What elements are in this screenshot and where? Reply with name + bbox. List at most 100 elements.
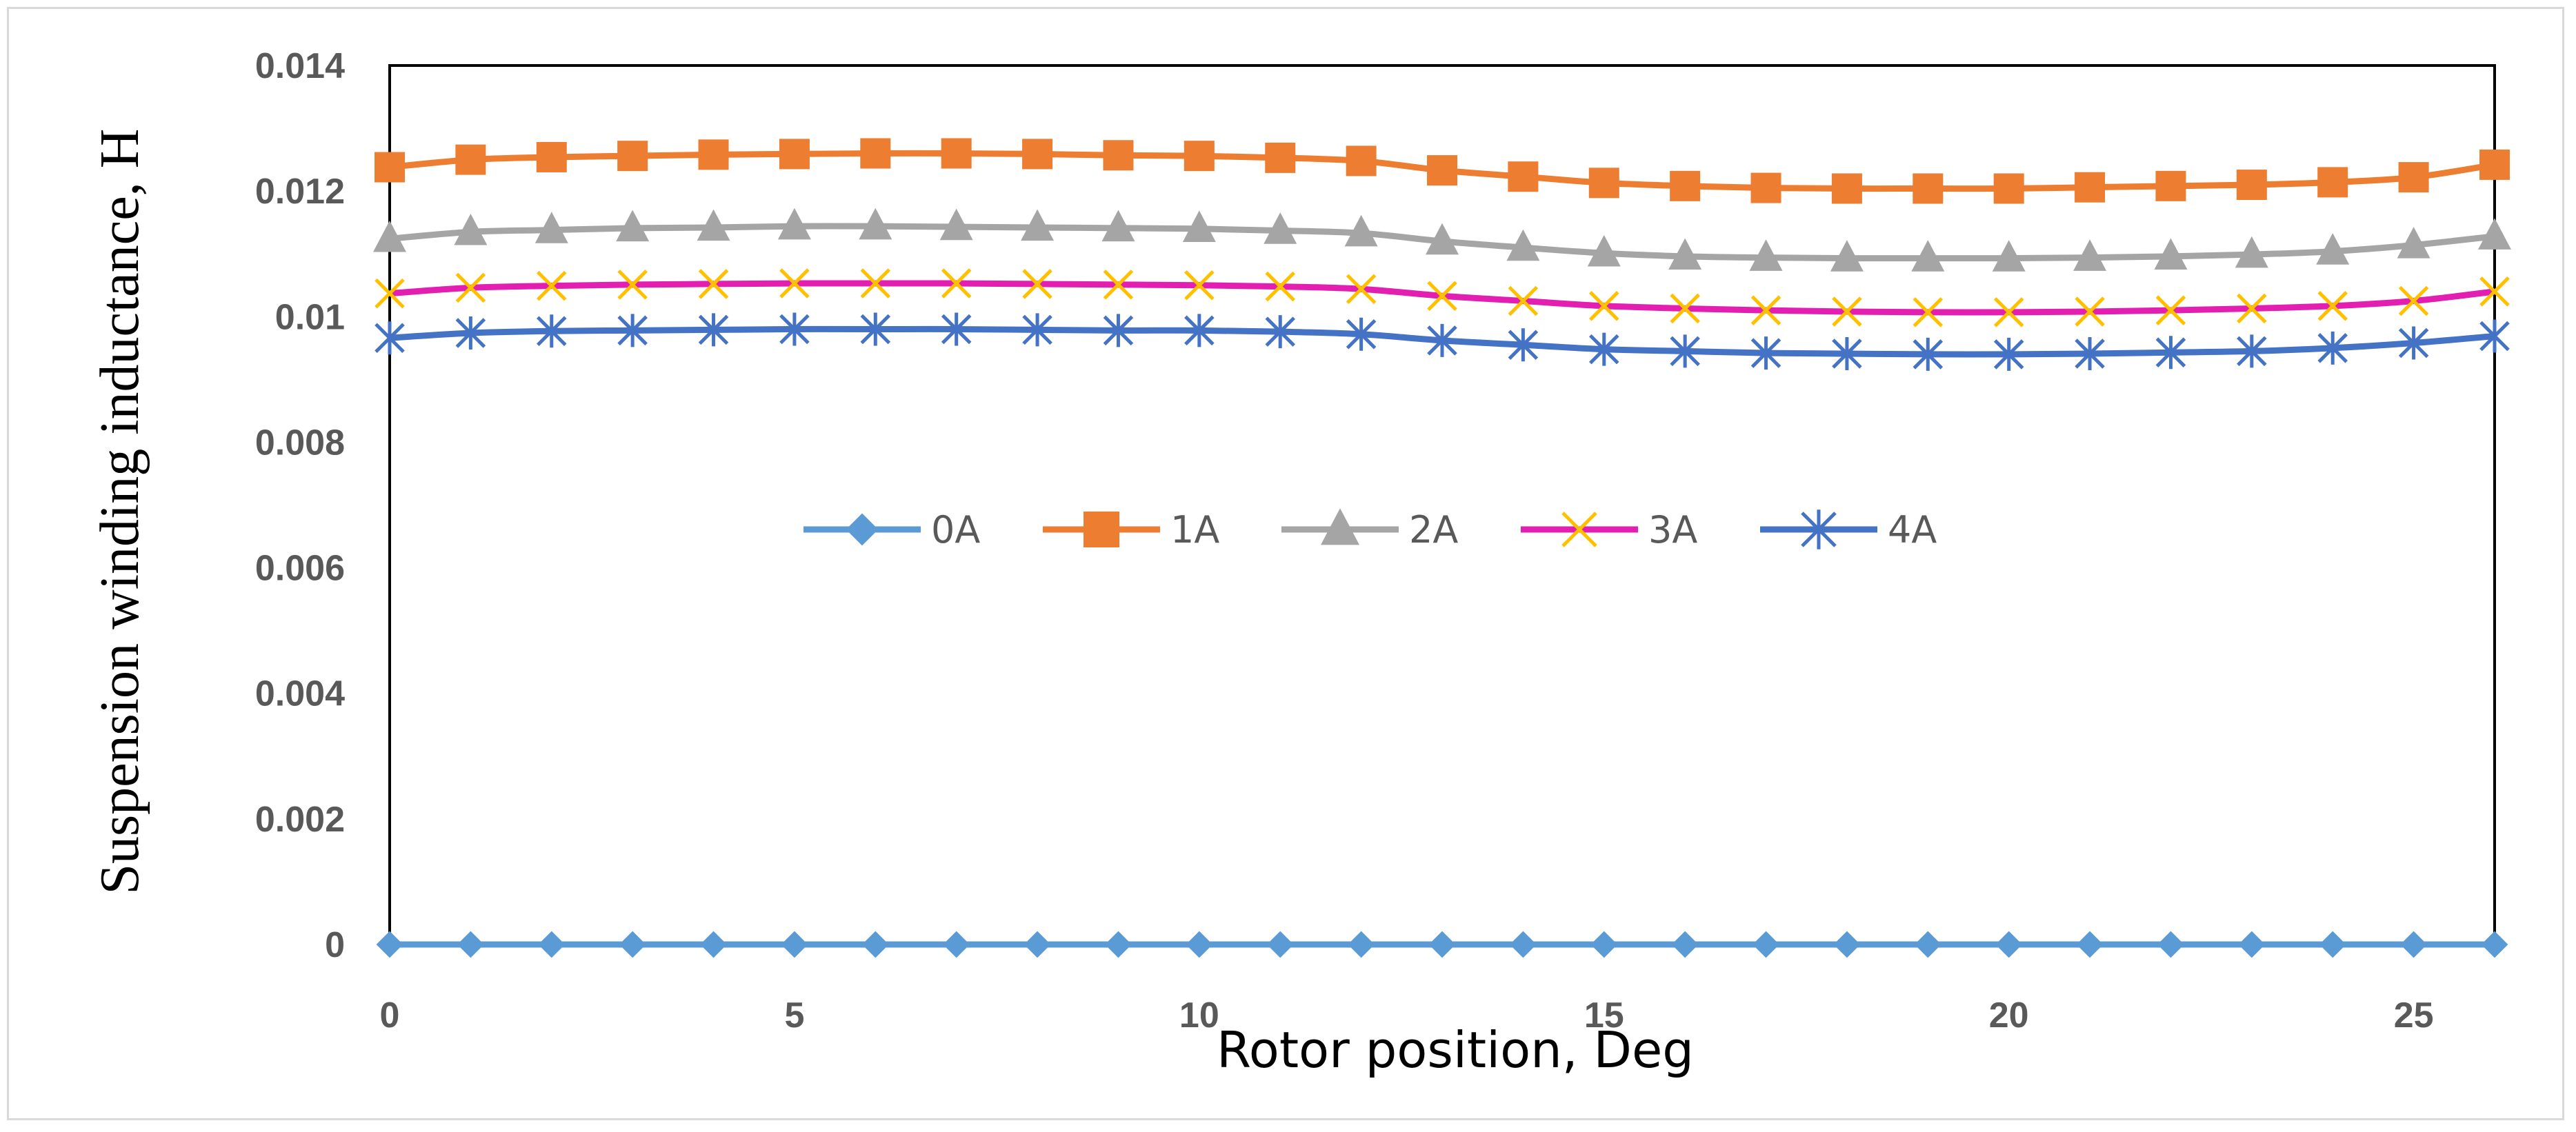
series-0a-point <box>781 931 808 958</box>
series-4a-point <box>1750 336 1781 370</box>
series-4a-point <box>2155 336 2186 370</box>
series-1a-point <box>1022 139 1053 170</box>
series-1a-point <box>1670 170 1701 201</box>
y-tick-label: 0.006 <box>255 549 345 589</box>
legend-item-0a: 0A <box>803 508 980 552</box>
series-2a-point <box>697 209 730 241</box>
legend-label: 0A <box>931 508 980 552</box>
series-0a-point <box>1105 931 1132 958</box>
legend-label: 2A <box>1409 508 1458 552</box>
series-2a-point <box>1830 240 1864 272</box>
series-layer <box>373 138 2511 958</box>
series-0a <box>376 931 2508 958</box>
y-tick-label: 0.002 <box>255 800 345 840</box>
series-3a-point <box>1346 274 1377 304</box>
x-axis-label: Rotor position, Deg <box>1217 1021 1694 1079</box>
series-3a-point <box>779 268 810 299</box>
series-2a-point <box>939 208 973 241</box>
series-3a-point <box>1589 291 1619 321</box>
series-3a-point <box>1022 269 1052 299</box>
series-2a-point <box>2073 239 2107 271</box>
series-0a-point <box>1024 931 1051 958</box>
series-4a-point <box>860 312 891 346</box>
series-1a-point <box>2398 162 2429 193</box>
series-4a-point <box>1993 337 2024 371</box>
series-1a-point <box>1427 155 1457 186</box>
series-0a-point <box>2076 931 2104 958</box>
series-0a-point <box>1914 931 1941 958</box>
series-1a-point <box>1265 142 1296 173</box>
series-0a-point <box>700 931 727 958</box>
y-tick-label: 0 <box>325 925 345 965</box>
series-3a-point <box>2155 295 2186 325</box>
series-0a-point <box>1671 931 1699 958</box>
series-3a-point <box>2237 293 2267 324</box>
legend-marker <box>1321 508 1359 545</box>
series-1a-point <box>941 138 972 169</box>
series-4a-point <box>1670 334 1700 368</box>
x-tick-label: 25 <box>2394 995 2434 1035</box>
series-0a-point <box>1590 931 1618 958</box>
legend-item-3a: 3A <box>1521 508 1697 552</box>
series-0a-point <box>1995 931 2023 958</box>
legend-marker <box>846 513 879 546</box>
x-tick-label: 5 <box>784 995 804 1035</box>
series-4a-point <box>617 314 648 347</box>
series-3a-point <box>1670 293 1700 324</box>
series-0a-point <box>376 931 403 958</box>
series-2a-point <box>2235 236 2268 268</box>
series-2a-point <box>2478 218 2511 250</box>
series-1a-point <box>1993 173 2024 204</box>
legend-label: 1A <box>1170 508 1219 552</box>
series-2a-point <box>1426 223 1459 255</box>
series-4a-point <box>779 312 810 346</box>
series-3a-point <box>1184 270 1215 301</box>
series-2a-point <box>1101 210 1135 242</box>
series-3a-point <box>1427 281 1457 311</box>
series-2a-point <box>1749 239 1783 271</box>
series-2a-point <box>1021 209 1055 241</box>
series-3a-point <box>617 270 648 300</box>
series-3a-point <box>455 272 486 303</box>
series-4a-point <box>1589 332 1619 366</box>
series-3a-point <box>860 268 891 299</box>
series-1a-point <box>455 144 486 175</box>
series-2a-point <box>1911 240 1945 272</box>
series-0a-point <box>538 931 566 958</box>
series-1a-point <box>1184 141 1215 172</box>
y-tick-label: 0.004 <box>255 674 345 714</box>
series-4a-point <box>537 314 567 348</box>
series-4a-point <box>2398 326 2429 360</box>
series-1a-point <box>1913 173 1944 204</box>
series-1a <box>375 138 2510 204</box>
series-0a-point <box>943 931 970 958</box>
series-4a-point <box>1346 317 1377 351</box>
legend-label: 4A <box>1888 508 1937 552</box>
series-3a-point <box>2317 291 2348 321</box>
series-1a-point <box>2317 167 2348 198</box>
series-2a-point <box>1587 234 1621 267</box>
legend: 0A 1A 2A 3A 4A <box>803 508 1937 552</box>
series-3a-point <box>1265 271 1295 302</box>
series-1a-point <box>1508 161 1539 192</box>
legend-item-2a: 2A <box>1281 508 1458 552</box>
series-4a-point <box>455 316 486 350</box>
series-1a-point <box>779 139 810 170</box>
series-4a-point <box>1265 315 1295 349</box>
series-4a-point <box>1184 314 1215 347</box>
y-axis-label: Suspension winding inductance, H <box>90 129 150 895</box>
legend-marker <box>1801 509 1837 549</box>
series-4a-point <box>1103 314 1134 347</box>
series-0a-point <box>2481 931 2508 958</box>
series-2a-point <box>859 208 892 240</box>
series-3a-point <box>1993 297 2024 327</box>
legend-item-4a: 4A <box>1760 508 1937 552</box>
x-tick-label: 20 <box>1989 995 2029 1035</box>
series-2a <box>373 208 2511 272</box>
series-0a-point <box>2157 931 2184 958</box>
legend-marker <box>1561 512 1597 547</box>
series-4a-point <box>2317 331 2348 365</box>
series-0a-point <box>1428 931 1456 958</box>
series-2a-point <box>1992 240 2026 272</box>
